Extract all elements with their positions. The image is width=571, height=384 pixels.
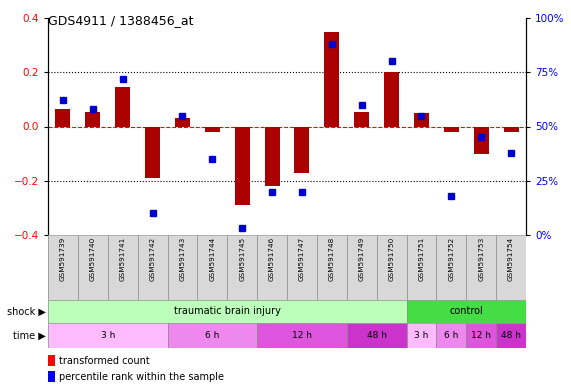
- Bar: [227, 235, 257, 300]
- Text: GSM591750: GSM591750: [388, 236, 395, 281]
- Bar: [384, 72, 399, 126]
- Bar: [295, 126, 309, 173]
- Text: GSM591754: GSM591754: [508, 236, 514, 281]
- Bar: [287, 235, 317, 300]
- Bar: [496, 235, 526, 300]
- Text: transformed count: transformed count: [59, 356, 150, 366]
- Bar: [235, 126, 250, 205]
- Text: traumatic brain injury: traumatic brain injury: [174, 306, 281, 316]
- Bar: [55, 109, 70, 126]
- Bar: [347, 235, 377, 300]
- Text: percentile rank within the sample: percentile rank within the sample: [59, 372, 224, 382]
- Bar: [407, 235, 436, 300]
- Bar: [257, 323, 347, 348]
- Bar: [85, 112, 100, 126]
- Bar: [354, 112, 369, 126]
- Text: GSM591740: GSM591740: [90, 236, 96, 281]
- Bar: [198, 235, 227, 300]
- Bar: [444, 126, 459, 132]
- Text: GSM591745: GSM591745: [239, 236, 245, 281]
- Text: 48 h: 48 h: [501, 331, 521, 340]
- Text: GSM591747: GSM591747: [299, 236, 305, 281]
- Text: GSM591746: GSM591746: [269, 236, 275, 281]
- Bar: [377, 235, 407, 300]
- Text: GSM591752: GSM591752: [448, 236, 455, 281]
- Bar: [205, 126, 220, 132]
- Bar: [407, 323, 436, 348]
- Text: 3 h: 3 h: [414, 331, 429, 340]
- Text: GSM591742: GSM591742: [150, 236, 155, 281]
- Text: 48 h: 48 h: [367, 331, 387, 340]
- Text: 6 h: 6 h: [205, 331, 219, 340]
- Text: GSM591743: GSM591743: [179, 236, 186, 281]
- Bar: [496, 323, 526, 348]
- Text: GSM591749: GSM591749: [359, 236, 365, 281]
- Bar: [317, 235, 347, 300]
- Text: 12 h: 12 h: [292, 331, 312, 340]
- Bar: [48, 323, 167, 348]
- Text: 6 h: 6 h: [444, 331, 459, 340]
- Bar: [436, 323, 467, 348]
- Bar: [167, 323, 257, 348]
- Text: GSM591753: GSM591753: [478, 236, 484, 281]
- Bar: [48, 300, 407, 323]
- Bar: [504, 126, 518, 132]
- Text: GDS4911 / 1388456_at: GDS4911 / 1388456_at: [48, 14, 194, 27]
- Bar: [467, 235, 496, 300]
- Bar: [407, 300, 526, 323]
- Bar: [436, 235, 467, 300]
- Text: 12 h: 12 h: [471, 331, 491, 340]
- Text: GSM591751: GSM591751: [419, 236, 424, 281]
- Bar: [115, 87, 130, 126]
- Text: GSM591739: GSM591739: [60, 236, 66, 281]
- Text: GSM591744: GSM591744: [210, 236, 215, 281]
- Bar: [48, 235, 78, 300]
- Bar: [167, 235, 198, 300]
- Bar: [347, 323, 407, 348]
- Text: GSM591741: GSM591741: [120, 236, 126, 281]
- Text: time ▶: time ▶: [13, 331, 46, 341]
- Text: shock ▶: shock ▶: [7, 306, 46, 316]
- Bar: [414, 113, 429, 126]
- Bar: [474, 126, 489, 154]
- Bar: [264, 126, 280, 186]
- Bar: [138, 235, 167, 300]
- Text: 3 h: 3 h: [100, 331, 115, 340]
- Bar: [467, 323, 496, 348]
- Bar: [145, 126, 160, 178]
- Bar: [257, 235, 287, 300]
- Text: control: control: [449, 306, 483, 316]
- Text: GSM591748: GSM591748: [329, 236, 335, 281]
- Bar: [108, 235, 138, 300]
- Bar: [324, 31, 339, 126]
- Bar: [78, 235, 108, 300]
- Bar: [175, 118, 190, 126]
